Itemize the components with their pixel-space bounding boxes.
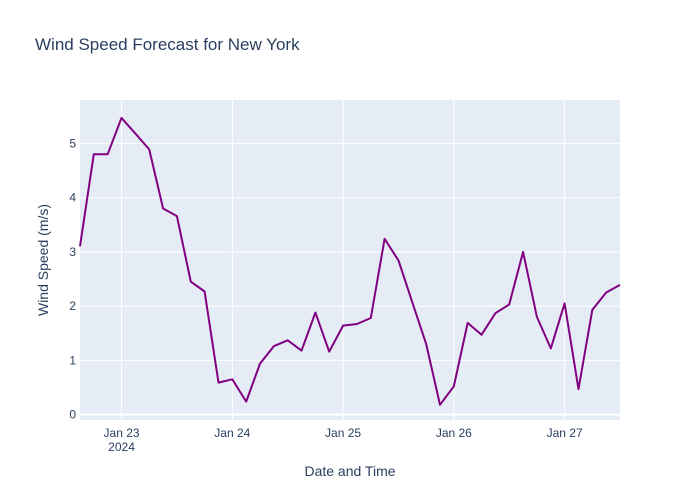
y-tick-label: 0 xyxy=(69,408,76,422)
x-tick-label: Jan 26 xyxy=(436,426,472,440)
x-axis-label: Date and Time xyxy=(304,463,395,479)
chart-title: Wind Speed Forecast for New York xyxy=(35,35,300,54)
x-axis-ticks: 2024 Jan 23 Jan 24 Jan 25 Jan 26 Jan 27 xyxy=(104,426,583,454)
plot-area xyxy=(80,100,620,420)
grid-lines xyxy=(80,100,620,420)
x-tick-label: Jan 27 xyxy=(547,426,583,440)
x-tick-label: Jan 25 xyxy=(325,426,361,440)
y-tick-label: 1 xyxy=(69,353,76,367)
y-tick-label: 5 xyxy=(69,136,76,150)
y-tick-label: 4 xyxy=(69,191,76,205)
x-tick-year: 2024 xyxy=(108,440,135,454)
x-tick-label: Jan 24 xyxy=(214,426,250,440)
x-tick-label: Jan 23 xyxy=(104,426,140,440)
y-tick-label: 2 xyxy=(69,299,76,313)
y-tick-label: 3 xyxy=(69,245,76,259)
y-axis-ticks: 0 1 2 3 4 5 xyxy=(69,136,76,421)
series-line xyxy=(79,116,621,406)
y-axis-label: Wind Speed (m/s) xyxy=(35,204,51,316)
